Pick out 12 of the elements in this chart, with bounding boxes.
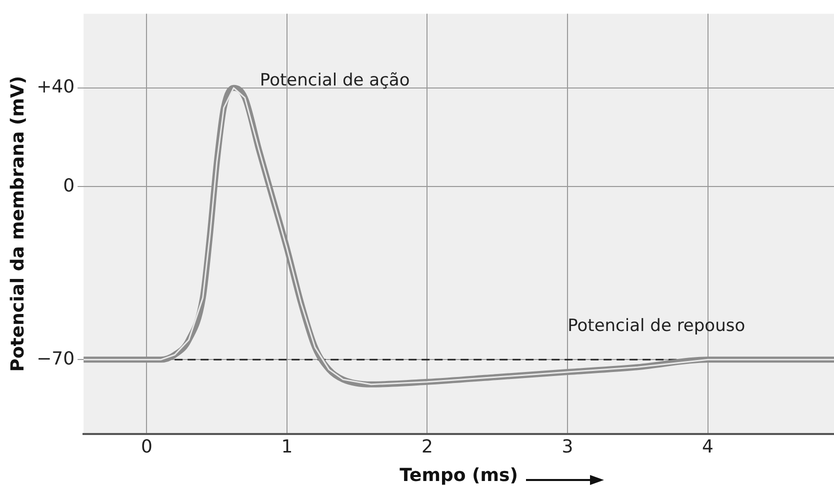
x-tick-label: 2	[422, 436, 433, 458]
x-tick-label: 0	[140, 436, 152, 458]
y-tick-label: −70	[36, 348, 75, 370]
y-tick-label: 0	[63, 175, 75, 196]
x-axis-title: Tempo (ms)	[400, 464, 518, 486]
y-tick-label: +40	[36, 76, 75, 98]
annotation: Potencial de ação	[260, 70, 410, 90]
y-axis-title: Potencial da membrana (mV)	[7, 76, 28, 372]
x-tick-label: 4	[702, 436, 714, 458]
x-tick-label: 1	[281, 436, 293, 458]
annotation: Potencial de repouso	[568, 316, 746, 336]
x-tick-label: 3	[562, 436, 574, 458]
